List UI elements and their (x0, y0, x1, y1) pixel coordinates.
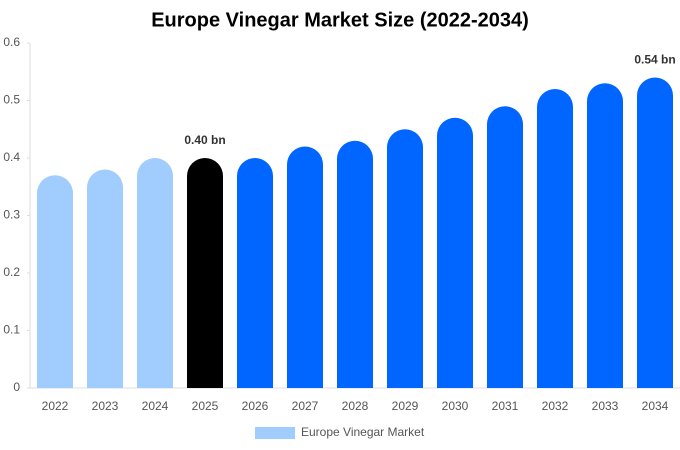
x-tick-label: 2028 (342, 399, 369, 413)
bar (37, 175, 73, 388)
bar (387, 129, 423, 388)
chart-title: Europe Vinegar Market Size (2022-2034) (151, 9, 529, 31)
bar (337, 140, 373, 388)
bar (137, 158, 173, 388)
bar (487, 106, 523, 388)
y-tick-label: 0 (13, 380, 20, 394)
bar (437, 117, 473, 388)
bar (187, 158, 223, 388)
x-tick-label: 2034 (642, 399, 669, 413)
y-tick-label: 0.5 (3, 93, 20, 107)
x-tick-label: 2027 (292, 399, 319, 413)
bar (637, 77, 673, 389)
x-tick-label: 2031 (492, 399, 519, 413)
bar (237, 158, 273, 388)
x-tick-label: 2023 (92, 399, 119, 413)
bar (87, 169, 123, 388)
x-tick-label: 2024 (142, 399, 169, 413)
x-tick-label: 2025 (192, 399, 219, 413)
y-tick-label: 0.2 (3, 265, 20, 279)
x-tick-label: 2026 (242, 399, 269, 413)
bar (587, 83, 623, 388)
x-tick-label: 2029 (392, 399, 419, 413)
x-tick-label: 2022 (42, 399, 69, 413)
bar (287, 146, 323, 388)
data-label: 0.40 bn (184, 133, 225, 147)
y-tick-label: 0.1 (3, 323, 20, 337)
x-tick-label: 2030 (442, 399, 469, 413)
bar (537, 89, 573, 388)
x-tick-label: 2033 (592, 399, 619, 413)
x-tick-label: 2032 (542, 399, 569, 413)
legend-label: Europe Vinegar Market (301, 425, 425, 439)
data-label: 0.54 bn (634, 53, 675, 67)
legend-swatch (255, 427, 295, 439)
y-tick-label: 0.4 (3, 150, 20, 164)
y-tick-label: 0.3 (3, 208, 20, 222)
y-tick-label: 0.6 (3, 35, 20, 49)
